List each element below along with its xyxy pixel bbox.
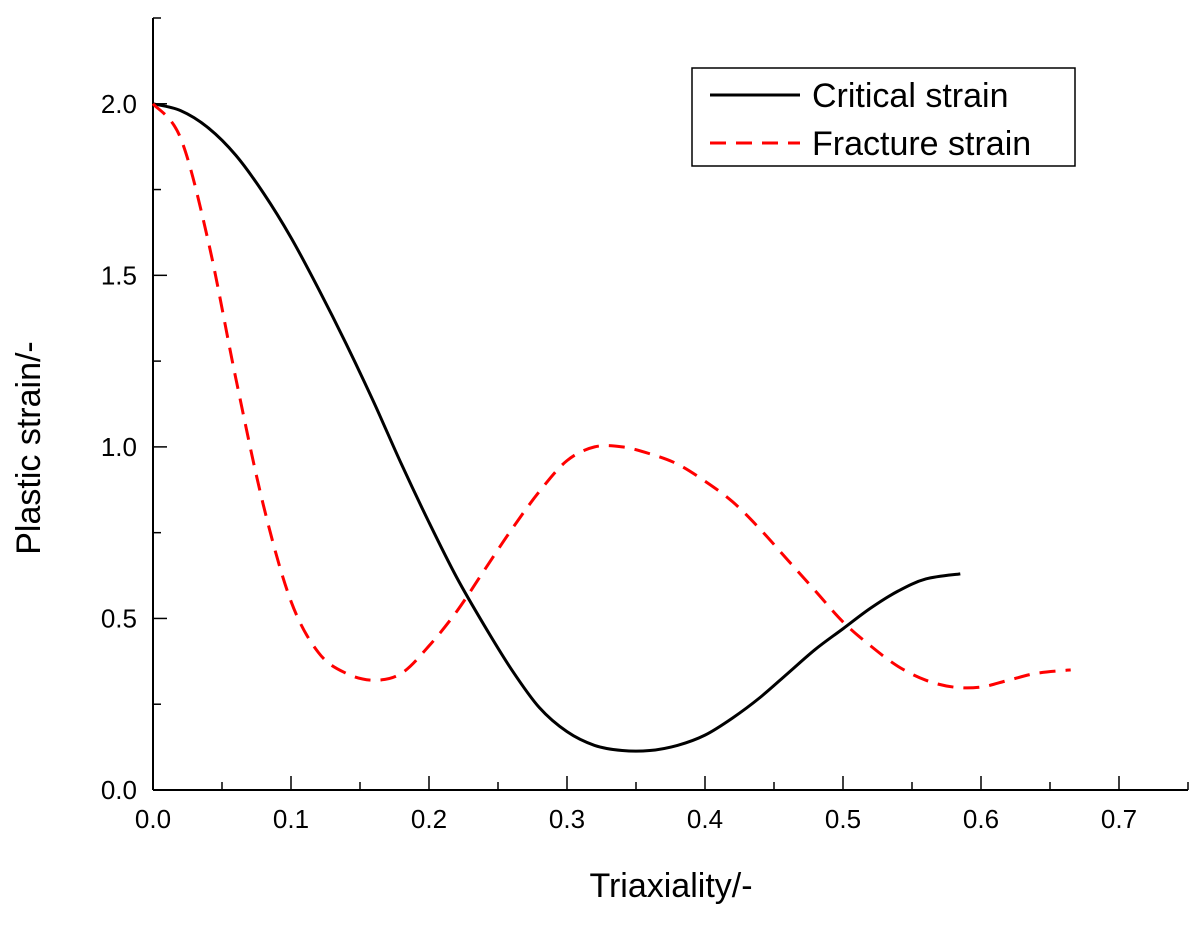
x-axis-title: Triaxiality/- [589, 867, 752, 905]
x-tick-label: 0.3 [549, 804, 585, 834]
y-tick-label: 0.5 [101, 603, 137, 633]
y-tick-label: 1.5 [101, 260, 137, 290]
x-tick-label: 0.6 [963, 804, 999, 834]
y-tick-label: 0.0 [101, 775, 137, 805]
x-tick-label: 0.2 [411, 804, 447, 834]
legend-label-fracture: Fracture strain [812, 125, 1031, 163]
y-tick-label: 1.0 [101, 432, 137, 462]
x-tick-label: 0.4 [687, 804, 723, 834]
x-tick-label: 0.5 [825, 804, 861, 834]
y-axis-title: Plastic strain/- [10, 341, 48, 555]
tick-marks [152, 17, 1189, 791]
x-tick-label: 0.0 [135, 804, 171, 834]
axes [152, 18, 1188, 791]
legend-label-critical: Critical strain [812, 77, 1008, 115]
series-line-fracture-strain [151, 102, 1071, 690]
x-tick-label: 0.7 [1101, 804, 1137, 834]
tick-labels: 0.0 0.1 0.2 0.3 0.4 0.5 0.6 0.7 0.0 0.5 1.0 1.5 2.0 [101, 89, 1137, 834]
series-line-critical-strain [152, 102, 961, 753]
legend-box [691, 67, 1076, 167]
legend: Critical strain Fracture strain [691, 67, 1076, 167]
series-layer [151, 102, 1071, 753]
y-tick-label: 2.0 [101, 89, 137, 119]
x-tick-label: 0.1 [273, 804, 309, 834]
